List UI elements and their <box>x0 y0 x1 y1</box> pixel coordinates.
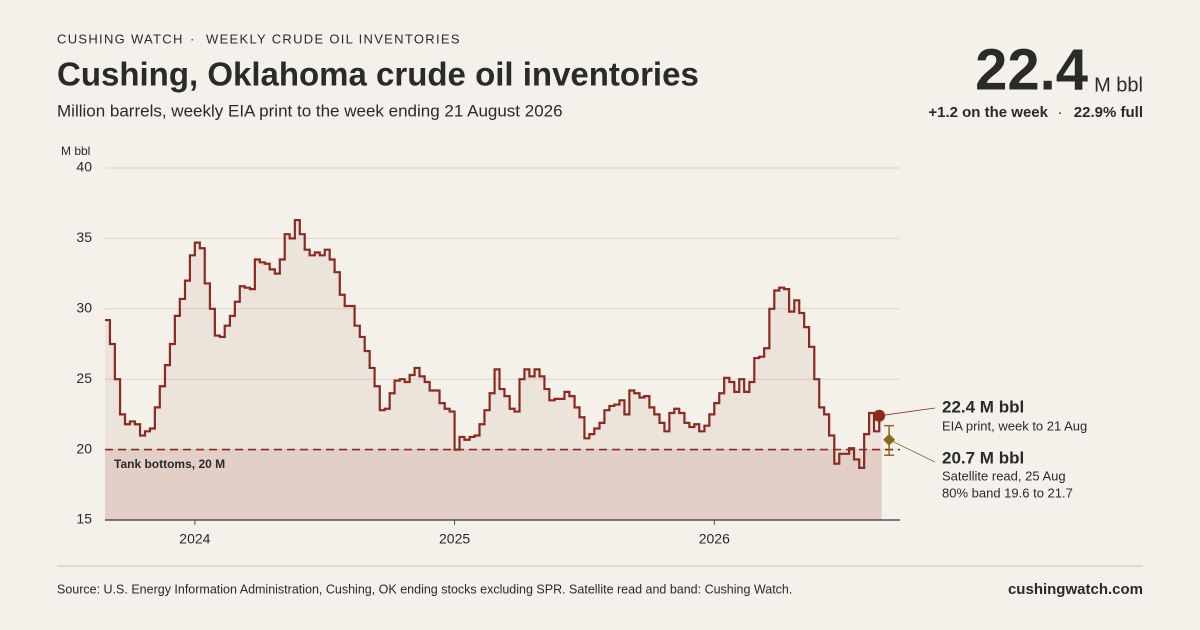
satellite-leader <box>888 439 936 463</box>
tank-bottoms-label: Tank bottoms, 20 M <box>114 457 225 471</box>
fill-percent: 22.9% full <box>1074 104 1143 121</box>
kicker-section: WEEKLY CRUDE OIL INVENTORIES <box>206 31 461 46</box>
headline-value: 22.4 <box>975 37 1088 102</box>
last-value-label: 22.4 M bbl <box>942 397 1024 416</box>
kicker: CUSHING WATCH <box>57 31 184 46</box>
source: Source: U.S. Energy Information Administ… <box>57 582 792 596</box>
brand: cushingwatch.com <box>1008 581 1143 598</box>
inventory-line <box>105 218 881 470</box>
y-tick-label: 20 <box>76 440 92 456</box>
y-tick-label: 25 <box>76 370 92 386</box>
last-note: EIA print, week to 21 Aug <box>942 418 1087 433</box>
y-tick-label: 30 <box>76 300 92 316</box>
x-tick-label: 2024 <box>179 531 210 547</box>
headline-unit: M bbl <box>1094 74 1143 96</box>
x-tick-label: 2026 <box>699 531 730 547</box>
y-tick-label: 35 <box>76 229 92 245</box>
chart-subtitle: Million barrels, weekly EIA print to the… <box>57 101 563 120</box>
chart-title: Cushing, Oklahoma crude oil inventories <box>57 56 699 93</box>
tank-bottoms-band <box>105 449 882 520</box>
satellite-note: Satellite read, 25 Aug <box>942 468 1066 483</box>
y-tick-label: 40 <box>76 159 92 175</box>
y-axis-unit: M bbl <box>61 144 90 158</box>
satellite-band-note: 80% band 19.6 to 21.7 <box>942 485 1073 500</box>
satellite-value-label: 20.7 M bbl <box>942 448 1024 467</box>
header-separator: · <box>1058 104 1063 121</box>
y-tick-label: 15 <box>76 511 92 527</box>
leader-line <box>879 407 936 417</box>
area-fill <box>105 220 882 520</box>
satellite-point <box>883 433 896 446</box>
x-tick-label: 2025 <box>439 531 470 547</box>
kicker-separator: · <box>190 31 194 46</box>
last-point <box>873 409 886 422</box>
weekly-change: +1.2 on the week <box>928 104 1048 121</box>
